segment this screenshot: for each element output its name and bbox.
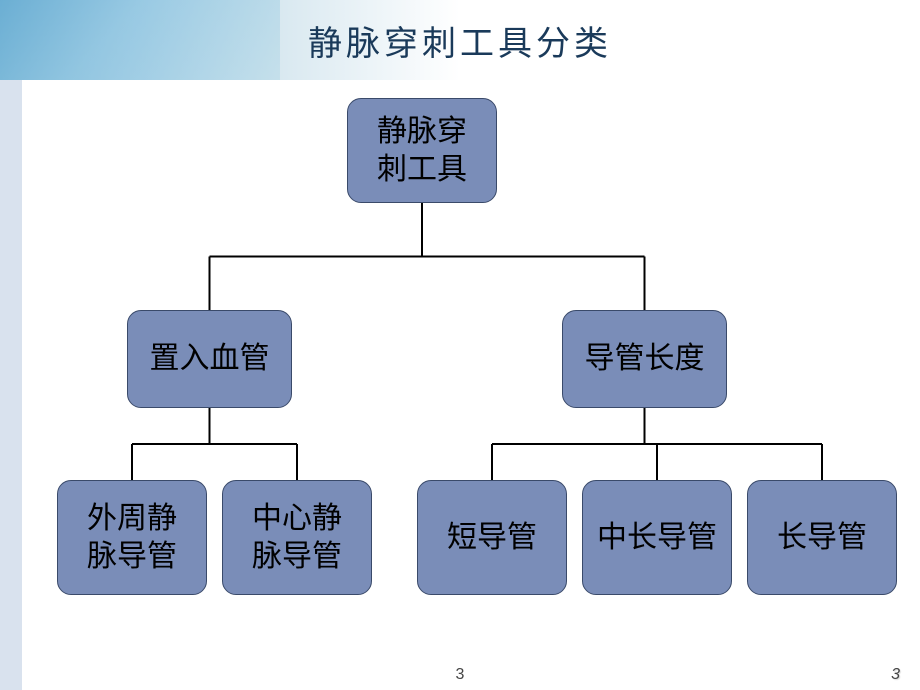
node-l3a: 外周静脉导管	[57, 480, 207, 595]
node-l3d: 中长导管	[582, 480, 732, 595]
node-l3c: 短导管	[417, 480, 567, 595]
node-l2a: 置入血管	[127, 310, 292, 408]
page-number-right: 3	[891, 666, 900, 684]
node-root: 静脉穿刺工具	[347, 98, 497, 203]
slide-title: 静脉穿刺工具分类	[308, 16, 612, 65]
page-number-center: 3	[456, 666, 465, 684]
left-sidebar	[0, 80, 22, 690]
node-l3b: 中心静脉导管	[222, 480, 372, 595]
node-l3e: 长导管	[747, 480, 897, 595]
tree-diagram: 静脉穿刺工具置入血管 导管长度外周静脉导管中心静脉导管短导管中长导管长导管	[22, 80, 920, 690]
slide-header: 静脉穿刺工具分类	[0, 0, 920, 80]
node-l2b: 导管长度	[562, 310, 727, 408]
